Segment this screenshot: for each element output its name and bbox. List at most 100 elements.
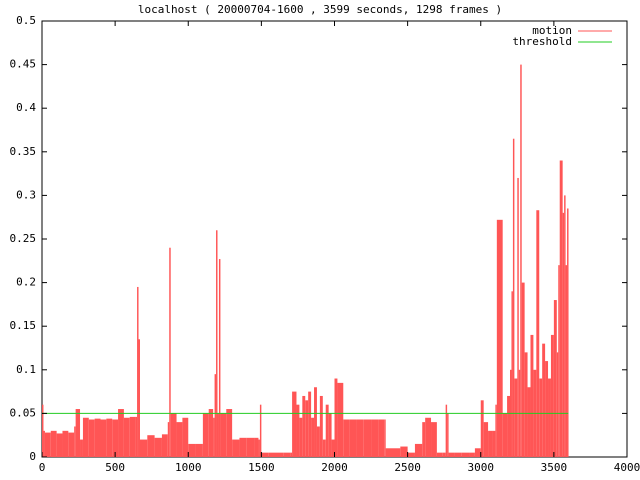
motion-impulse	[42, 404, 44, 457]
motion-impulse	[349, 419, 357, 457]
motion-impulse	[305, 400, 309, 457]
motion-impulse	[239, 437, 247, 457]
y-tick-label: 0.05	[10, 406, 37, 419]
y-tick-label: 0	[29, 450, 36, 463]
motion-impulse	[407, 452, 415, 457]
motion-impulse	[188, 443, 196, 457]
motion-impulse	[325, 404, 329, 457]
motion-impulse	[328, 413, 332, 457]
motion-impulse	[302, 395, 306, 457]
motion-impulse	[259, 404, 262, 457]
motion-impulse	[138, 339, 140, 457]
motion-impulse	[356, 419, 364, 457]
motion-impulse	[492, 430, 496, 457]
motion-impulse	[220, 413, 227, 457]
y-tick-label: 0.4	[16, 101, 36, 114]
motion-impulse	[517, 177, 519, 457]
motion-impulse	[82, 417, 89, 457]
motion-impulse	[564, 195, 566, 457]
motion-impulse	[474, 448, 481, 457]
motion-impulse	[445, 404, 448, 457]
motion-impulse	[527, 387, 531, 457]
motion-impulse	[88, 419, 95, 457]
motion-impulse	[559, 160, 563, 457]
motion-impulse	[548, 378, 551, 457]
motion-impulse	[118, 409, 124, 457]
motion-impulse	[331, 439, 335, 457]
motion-impulse	[496, 219, 503, 457]
motion-impulse	[461, 452, 470, 457]
motion-impulse	[129, 416, 136, 457]
motion-impulse	[176, 422, 183, 457]
y-tick-label: 0.45	[10, 58, 37, 71]
motion-impulse	[514, 378, 518, 457]
motion-impulse	[94, 418, 101, 457]
motion-impulse	[363, 419, 372, 457]
motion-impulse	[512, 138, 515, 457]
motion-impulse	[276, 452, 284, 457]
motion-impulse	[299, 417, 303, 457]
motion-impulse	[511, 291, 513, 457]
motion-impulse	[214, 374, 217, 457]
motion-impulse	[167, 422, 170, 457]
motion-impulse	[425, 417, 432, 457]
motion-impulse	[246, 437, 255, 457]
legend-label: threshold	[512, 35, 572, 48]
motion-impulse	[314, 387, 317, 457]
y-tick-label: 0.1	[16, 363, 36, 376]
y-tick-label: 0.35	[10, 145, 37, 158]
motion-impulse	[520, 64, 522, 457]
motion-impulse	[202, 413, 209, 457]
motion-impulse	[68, 432, 75, 457]
motion-impulse	[521, 282, 525, 457]
motion-impulse	[112, 419, 119, 457]
chart-title: localhost ( 20000704-1600 , 3599 seconds…	[138, 3, 502, 16]
motion-impulse	[296, 404, 300, 457]
motion-impulse	[137, 286, 139, 457]
motion-impulse	[283, 452, 291, 457]
motion-impulse	[195, 443, 203, 457]
motion-impulse	[414, 443, 423, 457]
motion-impulse	[393, 448, 401, 457]
motion-impulse	[550, 334, 554, 457]
motion-impulse	[43, 430, 45, 457]
motion-impulse	[447, 413, 449, 457]
motion-impulse	[442, 452, 446, 457]
motion-impulse	[208, 409, 214, 457]
motion-impulse	[218, 259, 221, 457]
motion-impulse	[400, 446, 408, 457]
motion-impulse	[431, 422, 437, 457]
motion-impulse	[135, 416, 138, 457]
motion-impulse	[316, 426, 320, 457]
motion-impulse	[507, 395, 510, 457]
motion-impulse	[558, 265, 560, 457]
y-tick-label: 0.2	[16, 276, 36, 289]
motion-impulse	[530, 334, 534, 457]
motion-impulse	[422, 422, 426, 457]
motion-impulse	[553, 300, 557, 457]
x-tick-label: 1500	[248, 461, 275, 474]
motion-impulse	[226, 409, 233, 457]
x-tick-label: 1000	[175, 461, 202, 474]
motion-impulse	[308, 391, 312, 457]
motion-impulse	[261, 452, 269, 457]
motion-impulse	[147, 435, 155, 457]
motion-impulse	[502, 413, 508, 457]
motion-impulse	[454, 452, 462, 457]
y-tick-label: 0.3	[16, 188, 36, 201]
motion-impulse	[488, 430, 493, 457]
motion-impulse	[562, 212, 565, 457]
y-tick-label: 0.25	[10, 232, 37, 245]
motion-impulse	[254, 437, 259, 457]
motion-impulse	[480, 400, 484, 457]
motion-impulse	[524, 352, 528, 457]
x-tick-label: 0	[39, 461, 46, 474]
motion-impulse	[258, 439, 260, 457]
motion-impulse	[62, 430, 69, 457]
motion-impulse	[213, 417, 215, 457]
motion-impulse	[123, 417, 130, 457]
x-tick-label: 3000	[468, 461, 495, 474]
motion-impulse	[469, 452, 475, 457]
motion-impulse	[448, 452, 455, 457]
